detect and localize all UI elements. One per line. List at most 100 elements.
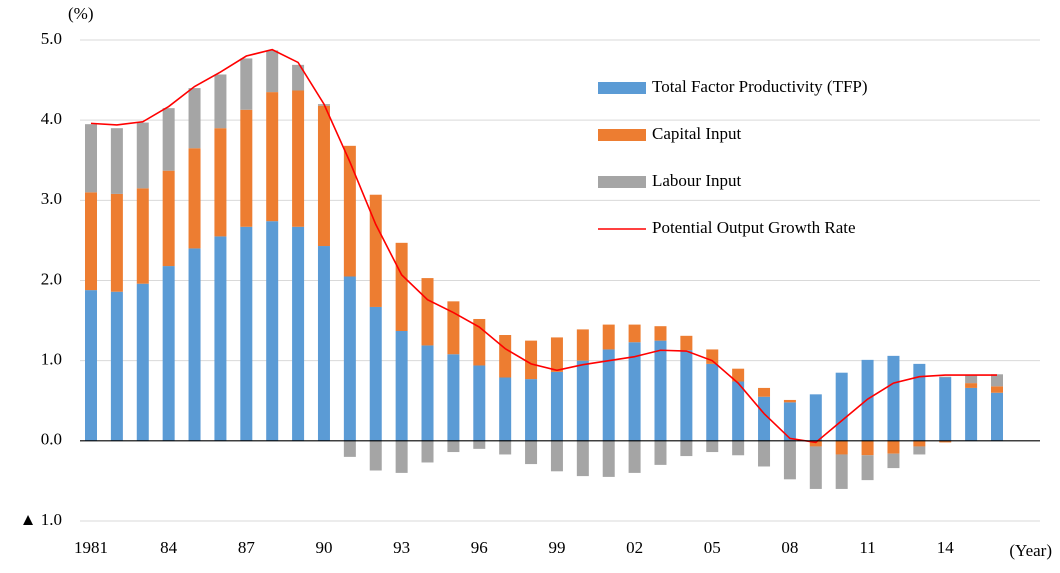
bar-segment (809, 394, 822, 441)
bar-segment (317, 105, 330, 247)
x-tick-label: 99 (548, 538, 565, 557)
legend-swatch (598, 176, 646, 188)
bar-segment (602, 349, 615, 441)
x-tick-label: 84 (160, 538, 178, 557)
bar-segment (136, 122, 149, 189)
x-tick-label: 90 (315, 538, 332, 557)
bar-segment (628, 324, 641, 343)
bar-segment (85, 124, 97, 193)
bar-segment (550, 440, 563, 472)
legend-label: Capital Input (652, 124, 742, 143)
bar-segment (525, 379, 538, 441)
bar-segment (369, 194, 382, 307)
bar-segment (602, 324, 615, 350)
bar-segment (447, 440, 460, 453)
x-tick-label: 96 (471, 538, 488, 557)
bar-segment (136, 188, 149, 284)
bar-segment (654, 340, 667, 441)
bar-segment (835, 440, 848, 455)
bar-segment (939, 377, 952, 441)
bar-segment (732, 368, 745, 382)
bar-segment (447, 301, 460, 355)
bar-segment (913, 446, 926, 455)
bar-segment (732, 440, 745, 456)
bar-segment (525, 340, 538, 380)
bar-segment (809, 440, 822, 447)
bar-segment (991, 392, 1003, 441)
bar-segment (240, 58, 253, 110)
bar-segment (343, 440, 356, 457)
x-tick-label: 87 (238, 538, 256, 557)
bar-segment (266, 221, 279, 441)
bar-segment (395, 440, 408, 473)
bar-segment (214, 74, 227, 129)
y-tick-label: 0.0 (41, 430, 62, 449)
bar-segment (188, 148, 201, 249)
legend-swatch (598, 129, 646, 141)
y-unit-label: (%) (68, 4, 93, 23)
bar-segment (292, 64, 305, 91)
bar-segment (162, 170, 175, 267)
bar-segment (706, 363, 719, 441)
bar-segment (965, 387, 978, 441)
bar-segment (499, 335, 512, 378)
bar-segment (758, 396, 771, 441)
y-tick-label: ▲ 1.0 (20, 510, 62, 529)
bar-segment (136, 283, 149, 441)
bar-segment (861, 455, 874, 481)
bar-segment (525, 440, 538, 465)
bar-segment (162, 266, 175, 441)
bar-segment (421, 345, 434, 441)
bar-segment (576, 329, 589, 361)
bar-segment (110, 193, 123, 292)
bar-segment (628, 440, 641, 473)
bar-segment (913, 440, 926, 447)
bar-segment (188, 88, 201, 149)
bar-segment (861, 359, 874, 441)
bar-segment (317, 246, 330, 441)
bar-segment (266, 92, 279, 222)
bar-segment (939, 440, 952, 443)
bar-segment (421, 278, 434, 346)
bar-segment (85, 192, 97, 291)
x-tick-label: 14 (937, 538, 955, 557)
bar-segment (758, 387, 771, 397)
y-tick-label: 1.0 (41, 350, 62, 369)
bar-segment (85, 290, 97, 441)
legend-swatch (598, 82, 646, 94)
bar-segment (499, 440, 512, 455)
y-tick-label: 5.0 (41, 29, 62, 48)
bar-segment (602, 440, 615, 477)
bar-segment (628, 342, 641, 441)
bar-segment (991, 374, 1003, 387)
y-tick-label: 2.0 (41, 269, 62, 288)
legend-label: Total Factor Productivity (TFP) (652, 77, 868, 96)
bar-segment (292, 90, 305, 227)
bar-segment (343, 145, 356, 277)
bar-segment (680, 350, 693, 441)
bar-segment (576, 360, 589, 441)
bar-segment (732, 381, 745, 441)
bar-segment (550, 371, 563, 441)
bar-segment (369, 440, 382, 471)
bar-segment (447, 354, 460, 441)
bar-segment (550, 337, 563, 372)
bar-segment (162, 108, 175, 171)
x-tick-label: 08 (781, 538, 798, 557)
bar-segment (214, 236, 227, 441)
bar-segment (395, 242, 408, 332)
bar-segment (965, 375, 978, 384)
x-tick-label: 05 (704, 538, 721, 557)
bar-segment (214, 128, 227, 237)
y-tick-label: 3.0 (41, 189, 62, 208)
x-tick-label: 1981 (74, 538, 108, 557)
bar-segment (343, 276, 356, 441)
bar-segment (939, 376, 952, 378)
bar-segment (991, 386, 1003, 393)
bar-segment (835, 372, 848, 441)
bar-segment (680, 440, 693, 457)
x-tick-label: 93 (393, 538, 410, 557)
bar-segment (654, 440, 667, 465)
bar-segment (110, 128, 123, 194)
x-tick-label: 02 (626, 538, 643, 557)
